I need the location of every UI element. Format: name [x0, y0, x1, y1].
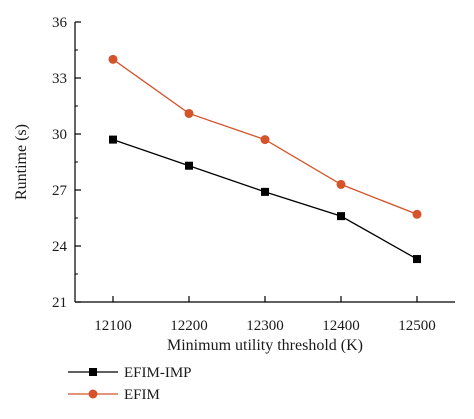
series-efim-imp-line [112, 138, 418, 260]
series-efim-point [336, 179, 346, 189]
x-tick-label: 12100 [94, 318, 132, 334]
series-efim-imp-point [261, 187, 269, 196]
series [108, 54, 422, 264]
y-tick-label: 27 [52, 183, 68, 199]
y-tick-label: 30 [52, 127, 67, 143]
y-tick-label: 24 [52, 239, 68, 255]
legend-item-efim: EFIM [68, 387, 160, 403]
x-tick-label: 12400 [322, 318, 360, 334]
x-tick-label: 12300 [246, 318, 284, 334]
series-efim-point [412, 209, 422, 219]
x-axis-title: Minimum utility threshold (K) [167, 337, 363, 354]
series-efim-imp-point [185, 161, 193, 170]
legend-efim-imp-marker [89, 368, 97, 376]
series-efim-imp-point [337, 212, 345, 221]
legend: EFIM-IMP EFIM [68, 365, 192, 403]
axes: 21 24 27 30 33 36 12100 12200 12300 12400 12500 [52, 15, 455, 334]
legend-item-efim-imp: EFIM-IMP [68, 365, 192, 381]
series-efim-point [184, 108, 194, 118]
x-tick-label: 12500 [398, 318, 436, 334]
y-axis-title: Runtime (s) [13, 124, 30, 200]
series-efim-point [260, 135, 270, 145]
series-efim-imp-point [413, 255, 421, 264]
y-tick-label: 36 [52, 15, 68, 31]
y-tick-label: 33 [52, 71, 67, 87]
series-efim-point [108, 54, 118, 64]
legend-efim-label: EFIM [124, 387, 160, 403]
x-tick-label: 12200 [170, 318, 208, 334]
series-efim-imp [109, 135, 421, 264]
legend-efim-imp-label: EFIM-IMP [124, 365, 192, 381]
y-tick-label: 21 [52, 295, 67, 311]
series-efim-imp-point [109, 135, 117, 144]
series-efim [108, 54, 422, 219]
legend-efim-marker [88, 389, 98, 399]
